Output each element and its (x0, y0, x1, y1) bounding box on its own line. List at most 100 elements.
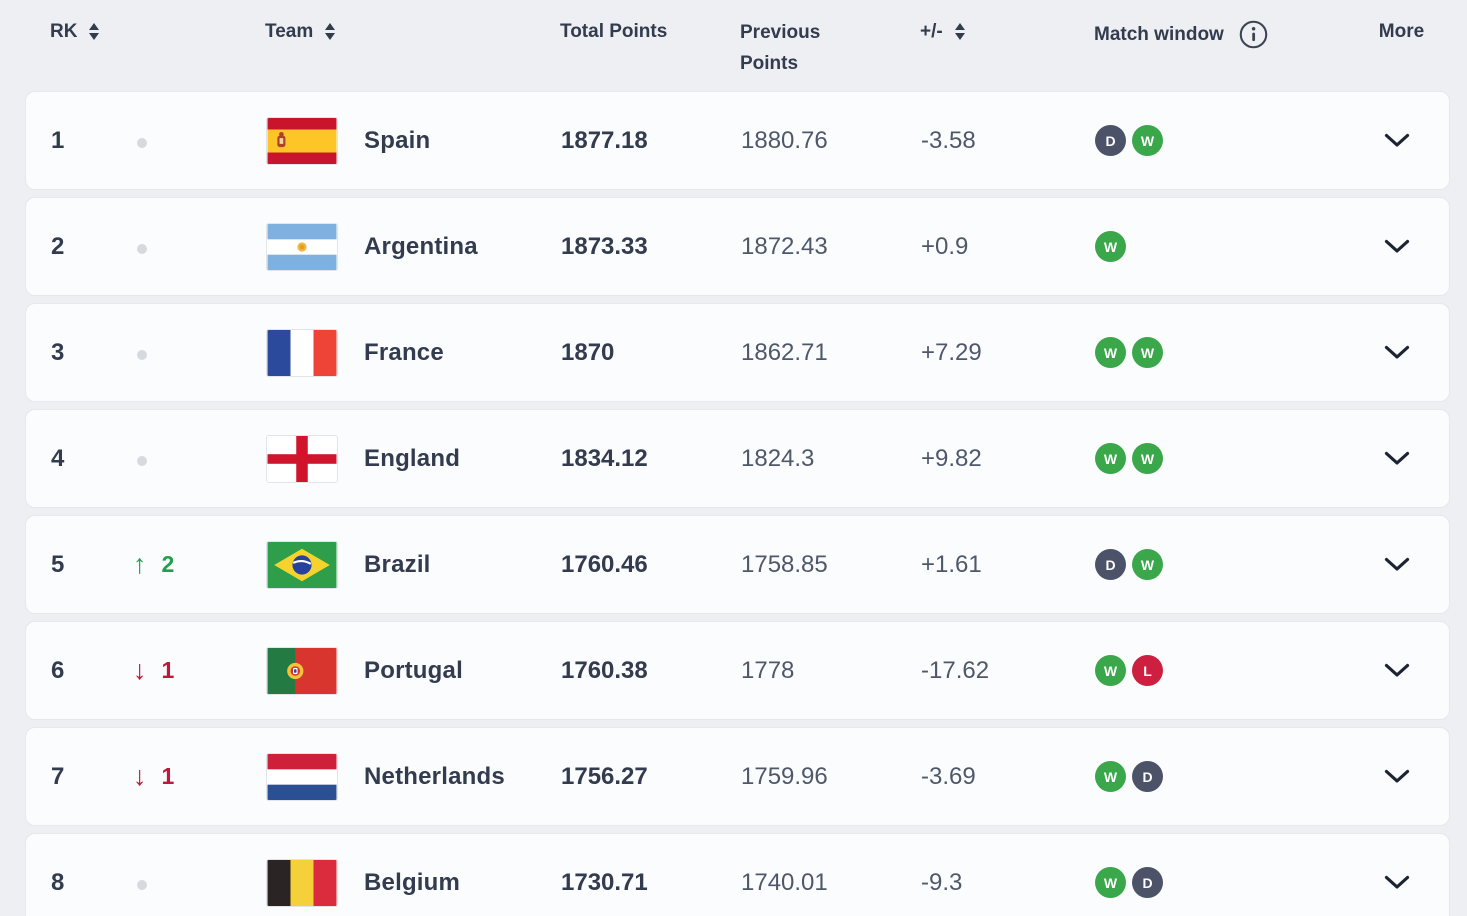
team-name: Brazil (364, 550, 431, 578)
total-points-header-label: Total Points (560, 21, 668, 42)
expand-chevron-icon[interactable] (1384, 239, 1410, 254)
team-flag (266, 752, 338, 801)
expand-chevron-icon[interactable] (1384, 769, 1410, 784)
team-flag (266, 116, 338, 165)
points-delta-value: +1.61 (921, 550, 982, 578)
previous-points-value: 1778 (741, 656, 795, 684)
team-flag (266, 540, 338, 589)
movement-down-icon (133, 655, 147, 686)
table-row[interactable]: 1 Spain 1877.18 1880.76 -3.58 D W (25, 91, 1450, 190)
rank-value: 8 (51, 868, 65, 896)
points-delta-value: +7.29 (921, 338, 982, 366)
movement-count: 1 (161, 763, 175, 789)
sort-icon[interactable] (325, 20, 336, 40)
rank-movement-indicator (133, 445, 147, 472)
column-header-rank[interactable]: RK (50, 20, 130, 44)
match-result-badge: D (1132, 761, 1163, 792)
match-window-results: W (1095, 231, 1366, 262)
team-flag (266, 328, 338, 377)
match-result-badge: L (1132, 655, 1163, 686)
rank-value: 6 (51, 656, 65, 684)
match-result-badge: W (1095, 867, 1126, 898)
table-row[interactable]: 2 Argentina 1873.33 1872.43 +0.9 W (25, 197, 1450, 296)
rank-movement-indicator: 1 (133, 655, 175, 686)
previous-points-value: 1880.76 (741, 126, 828, 154)
previous-points-value: 1758.85 (741, 550, 828, 578)
team-name: Argentina (364, 232, 478, 260)
rank-header-label: RK (50, 21, 78, 42)
match-result-badge: D (1095, 549, 1126, 580)
table-row[interactable]: 8 Belgium 1730.71 1740.01 -9.3 W D (25, 833, 1450, 916)
team-name: England (364, 444, 461, 472)
points-delta-value: -3.69 (921, 762, 976, 790)
total-points-value: 1873.33 (561, 232, 648, 260)
match-window-results: D W (1095, 125, 1366, 156)
expand-chevron-icon[interactable] (1384, 875, 1410, 890)
team-name: Belgium (364, 868, 461, 896)
previous-points-value: 1824.3 (741, 444, 815, 472)
rank-movement-indicator (133, 869, 147, 896)
sort-icon[interactable] (89, 20, 100, 40)
points-delta-value: +0.9 (921, 232, 969, 260)
table-row[interactable]: 7 1 Netherlands 1756.27 1759.96 -3.69 W … (25, 727, 1450, 826)
expand-chevron-icon[interactable] (1384, 345, 1410, 360)
table-header: RK Team Total Points Previous Points +/-… (25, 0, 1450, 91)
rank-movement-indicator (133, 339, 147, 366)
rank-movement-indicator: 2 (133, 549, 175, 580)
table-row[interactable]: 4 England 1834.12 1824.3 +9.82 W W (25, 409, 1450, 508)
expand-chevron-icon[interactable] (1384, 557, 1410, 572)
info-icon[interactable] (1239, 20, 1268, 49)
total-points-value: 1760.46 (561, 550, 648, 578)
previous-points-value: 1872.43 (741, 232, 828, 260)
movement-icon (137, 869, 147, 896)
match-window-results: D W (1095, 549, 1366, 580)
movement-count: 1 (161, 657, 175, 683)
previous-points-value: 1740.01 (741, 868, 828, 896)
team-name: France (364, 338, 444, 366)
rank-value: 5 (51, 550, 65, 578)
match-window-results: W W (1095, 337, 1366, 368)
movement-icon (137, 339, 147, 366)
more-header-label: More (1378, 21, 1425, 42)
match-window-header-label: Match window (1094, 23, 1224, 45)
expand-chevron-icon[interactable] (1384, 451, 1410, 466)
team-name: Spain (364, 126, 431, 154)
table-row[interactable]: 3 France 1870 1862.71 +7.29 W W (25, 303, 1450, 402)
sort-icon[interactable] (954, 20, 965, 40)
rank-movement-indicator (133, 233, 147, 260)
match-result-badge: W (1095, 655, 1126, 686)
points-delta-value: -3.58 (921, 126, 976, 154)
movement-icon (137, 233, 147, 260)
expand-chevron-icon[interactable] (1384, 133, 1410, 148)
previous-points-value: 1862.71 (741, 338, 828, 366)
points-delta-value: -9.3 (921, 868, 963, 896)
expand-chevron-icon[interactable] (1384, 663, 1410, 678)
match-result-badge: W (1095, 761, 1126, 792)
match-window-results: W W (1095, 443, 1366, 474)
match-result-badge: W (1095, 337, 1126, 368)
total-points-value: 1834.12 (561, 444, 648, 472)
rank-value: 4 (51, 444, 65, 472)
points-delta-value: -17.62 (921, 656, 990, 684)
previous-points-header-label: Previous Points (740, 22, 821, 74)
match-result-badge: D (1132, 867, 1163, 898)
match-window-results: W D (1095, 761, 1366, 792)
table-row[interactable]: 5 2 Brazil 1760.46 1758.85 +1.61 D W (25, 515, 1450, 614)
total-points-value: 1730.71 (561, 868, 648, 896)
match-window-results: W D (1095, 867, 1366, 898)
match-result-badge: D (1095, 125, 1126, 156)
column-header-plus-minus[interactable]: +/- (920, 20, 1094, 44)
movement-icon (137, 445, 147, 472)
match-result-badge: W (1132, 549, 1163, 580)
rank-value: 1 (51, 126, 65, 154)
team-flag (266, 434, 338, 483)
rank-movement-indicator (133, 127, 147, 154)
table-row[interactable]: 6 1 Portugal 1760.38 1778 -17.62 W L (25, 621, 1450, 720)
team-name: Netherlands (364, 762, 505, 790)
total-points-value: 1760.38 (561, 656, 648, 684)
column-header-match-window: Match window (1094, 20, 1365, 49)
total-points-value: 1877.18 (561, 126, 648, 154)
column-header-team[interactable]: Team (265, 20, 560, 44)
rank-value: 7 (51, 762, 65, 790)
